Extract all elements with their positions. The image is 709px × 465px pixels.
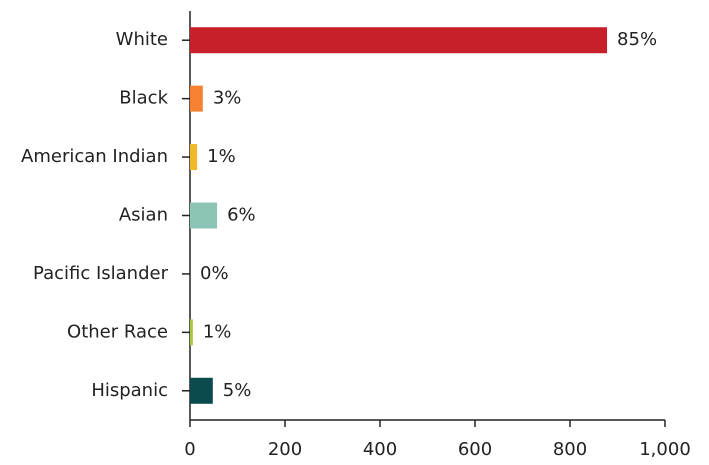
value-label: 0% [200,263,229,284]
value-label: 1% [207,146,236,167]
y-tick-label: Pacific Islander [33,263,169,284]
y-tick-label: Other Race [67,321,168,342]
value-label: 85% [617,29,657,50]
value-label: 5% [223,380,252,401]
x-tick-label: 1,000 [639,439,691,460]
x-tick-label: 0 [184,439,195,460]
value-label: 6% [227,205,256,226]
x-tick-label: 200 [268,439,302,460]
bar [190,85,203,112]
y-tick-label: American Indian [21,146,168,167]
value-label: 3% [213,88,242,109]
bar [190,144,198,171]
y-tick-label: White [116,29,168,50]
x-tick-label: 600 [458,439,492,460]
x-tick-label: 400 [363,439,397,460]
bar [190,27,608,54]
y-tick-label: Black [119,88,168,109]
bar [190,377,213,404]
y-tick-label: Hispanic [91,380,168,401]
bar [190,202,218,229]
value-label: 1% [203,321,232,342]
bar [190,319,193,346]
y-tick-label: Asian [119,205,168,226]
x-tick-label: 800 [553,439,587,460]
